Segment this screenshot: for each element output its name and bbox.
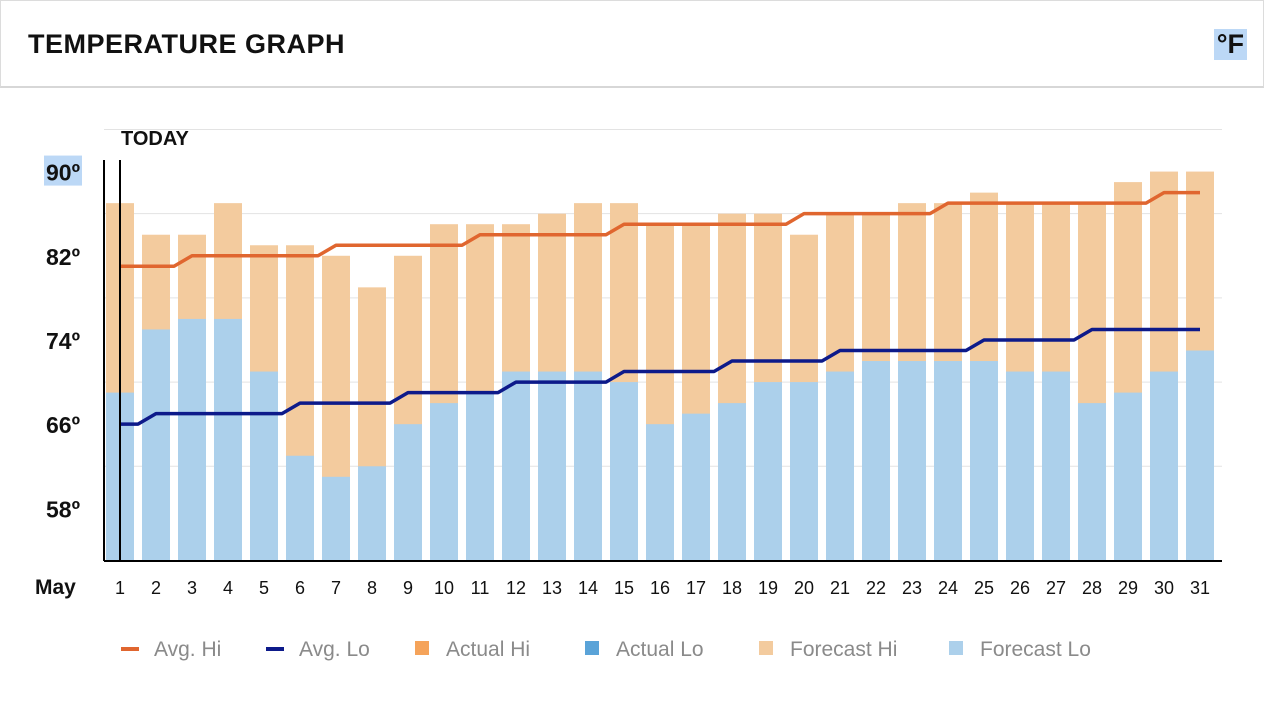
x-tick-label: 10 [434, 578, 454, 598]
x-tick-label: 20 [794, 578, 814, 598]
forecast-lo-bar [1186, 350, 1214, 561]
x-tick-label: 5 [259, 578, 269, 598]
legend-swatch-line [266, 647, 284, 651]
legend-item: Actual Lo [585, 638, 704, 661]
x-tick-label: 26 [1010, 578, 1030, 598]
x-tick-label: 23 [902, 578, 922, 598]
x-tick-label: 13 [542, 578, 562, 598]
legend-swatch-line [121, 647, 139, 651]
forecast-lo-bar [394, 424, 422, 561]
x-tick-label: 27 [1046, 578, 1066, 598]
legend-swatch-box [949, 641, 963, 655]
forecast-lo-bar [1114, 392, 1142, 561]
forecast-lo-bar [718, 403, 746, 561]
x-tick-label: 31 [1190, 578, 1210, 598]
forecast-lo-bar [754, 382, 782, 561]
legend-label: Actual Lo [616, 638, 704, 661]
y-tick-label: 58º [46, 496, 80, 522]
legend-label: Forecast Hi [790, 638, 897, 661]
forecast-lo-bar [178, 318, 206, 561]
forecast-lo-bar [466, 392, 494, 561]
y-tick-label: 74º [46, 328, 80, 354]
graph-header: TEMPERATURE GRAPH °F [0, 0, 1264, 88]
forecast-lo-bar [1006, 371, 1034, 561]
legend-label: Avg. Hi [154, 638, 221, 661]
forecast-lo-bar [574, 371, 602, 561]
forecast-lo-bar [790, 382, 818, 561]
avg-lo-line [120, 327, 1200, 426]
legend-swatch-box [759, 641, 773, 655]
legend-swatch-box [585, 641, 599, 655]
forecast-lo-bar [322, 476, 350, 561]
legend-item: Forecast Hi [759, 638, 897, 661]
x-tick-label: 7 [331, 578, 341, 598]
forecast-lo-bar [862, 361, 890, 561]
x-tick-label: 1 [115, 578, 125, 598]
legend-item: Avg. Lo [266, 638, 370, 661]
forecast-lo-bar [142, 329, 170, 561]
x-tick-label: 30 [1154, 578, 1174, 598]
forecast-lo-bar [970, 361, 998, 561]
forecast-lo-bar [250, 371, 278, 561]
month-label: May [35, 576, 76, 599]
x-tick-label: 19 [758, 578, 778, 598]
forecast-lo-bar [502, 371, 530, 561]
forecast-lo-bar [214, 318, 242, 561]
y-tick-highlight [44, 155, 82, 186]
legend-item: Forecast Lo [949, 638, 1091, 661]
forecast-lo-bar [1150, 371, 1178, 561]
unit-toggle[interactable]: °F [1213, 29, 1247, 60]
x-tick-label: 2 [151, 578, 161, 598]
graph-title: TEMPERATURE GRAPH [28, 29, 346, 59]
forecast-lo-bar [538, 371, 566, 561]
legend-label: Actual Hi [446, 638, 530, 661]
x-tick-label: 8 [367, 578, 377, 598]
bars [106, 171, 1214, 562]
forecast-lo-bar [646, 424, 674, 561]
forecast-lo-bar [934, 361, 962, 561]
forecast-lo-bar [898, 361, 926, 561]
x-tick-label: 16 [650, 578, 670, 598]
x-tick-label: 28 [1082, 578, 1102, 598]
x-tick-label: 25 [974, 578, 994, 598]
forecast-lo-bar [610, 382, 638, 561]
legend-label: Avg. Lo [299, 638, 370, 661]
x-tick-label: 12 [506, 578, 526, 598]
x-tick-label: 21 [830, 578, 850, 598]
forecast-lo-bar [286, 455, 314, 561]
avg-hi-line [120, 190, 1200, 269]
x-tick-label: 18 [722, 578, 742, 598]
y-tick-label: 82º [46, 244, 80, 270]
forecast-lo-bar [358, 466, 386, 561]
x-tick-label: 3 [187, 578, 197, 598]
x-tick-label: 29 [1118, 578, 1138, 598]
x-tick-label: 24 [938, 578, 958, 598]
x-tick-label: 11 [471, 578, 490, 598]
forecast-lo-bar [1042, 371, 1070, 561]
legend-label: Forecast Lo [980, 638, 1091, 661]
x-tick-label: 15 [614, 578, 634, 598]
x-tick-label: 9 [403, 578, 413, 598]
x-tick-label: 4 [223, 578, 233, 598]
x-tick-label: 14 [578, 578, 598, 598]
forecast-lo-bar [1078, 403, 1106, 561]
x-tick-label: 22 [866, 578, 886, 598]
forecast-lo-bar [682, 413, 710, 561]
legend-item: Actual Hi [415, 638, 530, 661]
y-tick-label: 66º [46, 412, 80, 438]
y-tick-label: 90º [46, 160, 80, 186]
x-tick-label: 6 [295, 578, 305, 598]
legend-swatch-box [415, 641, 429, 655]
today-label: TODAY [121, 128, 189, 150]
x-tick-label: 17 [686, 578, 706, 598]
legend-item: Avg. Hi [121, 638, 221, 661]
forecast-lo-bar [430, 403, 458, 561]
forecast-lo-bar [826, 371, 854, 561]
